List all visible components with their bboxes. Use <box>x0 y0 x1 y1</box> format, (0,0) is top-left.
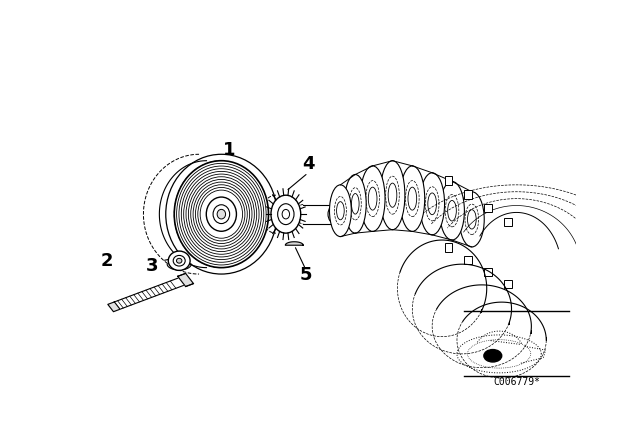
Bar <box>465 190 472 198</box>
Ellipse shape <box>360 166 385 232</box>
Ellipse shape <box>420 173 445 235</box>
Ellipse shape <box>440 181 465 240</box>
Ellipse shape <box>271 195 301 233</box>
Text: 1: 1 <box>223 142 235 159</box>
Ellipse shape <box>328 204 343 224</box>
Bar <box>504 218 511 226</box>
Ellipse shape <box>330 185 351 237</box>
Polygon shape <box>285 242 303 245</box>
Polygon shape <box>178 273 193 287</box>
Ellipse shape <box>174 161 269 267</box>
Ellipse shape <box>400 166 425 232</box>
Bar <box>445 244 452 252</box>
Ellipse shape <box>380 161 405 230</box>
Ellipse shape <box>166 154 277 274</box>
Bar <box>484 204 492 212</box>
Ellipse shape <box>460 192 484 247</box>
Circle shape <box>484 349 502 362</box>
Polygon shape <box>108 302 120 312</box>
Text: 2: 2 <box>101 252 113 270</box>
Text: C006779*: C006779* <box>493 377 540 387</box>
Ellipse shape <box>344 174 366 233</box>
Ellipse shape <box>168 251 190 271</box>
Bar <box>504 280 511 289</box>
Ellipse shape <box>217 209 225 219</box>
Text: 3: 3 <box>146 257 158 275</box>
Ellipse shape <box>206 197 236 231</box>
Text: 5: 5 <box>300 266 312 284</box>
Ellipse shape <box>177 258 182 263</box>
Text: 4: 4 <box>302 155 314 173</box>
Bar <box>445 176 452 185</box>
Bar <box>484 267 492 276</box>
Bar <box>465 255 472 264</box>
